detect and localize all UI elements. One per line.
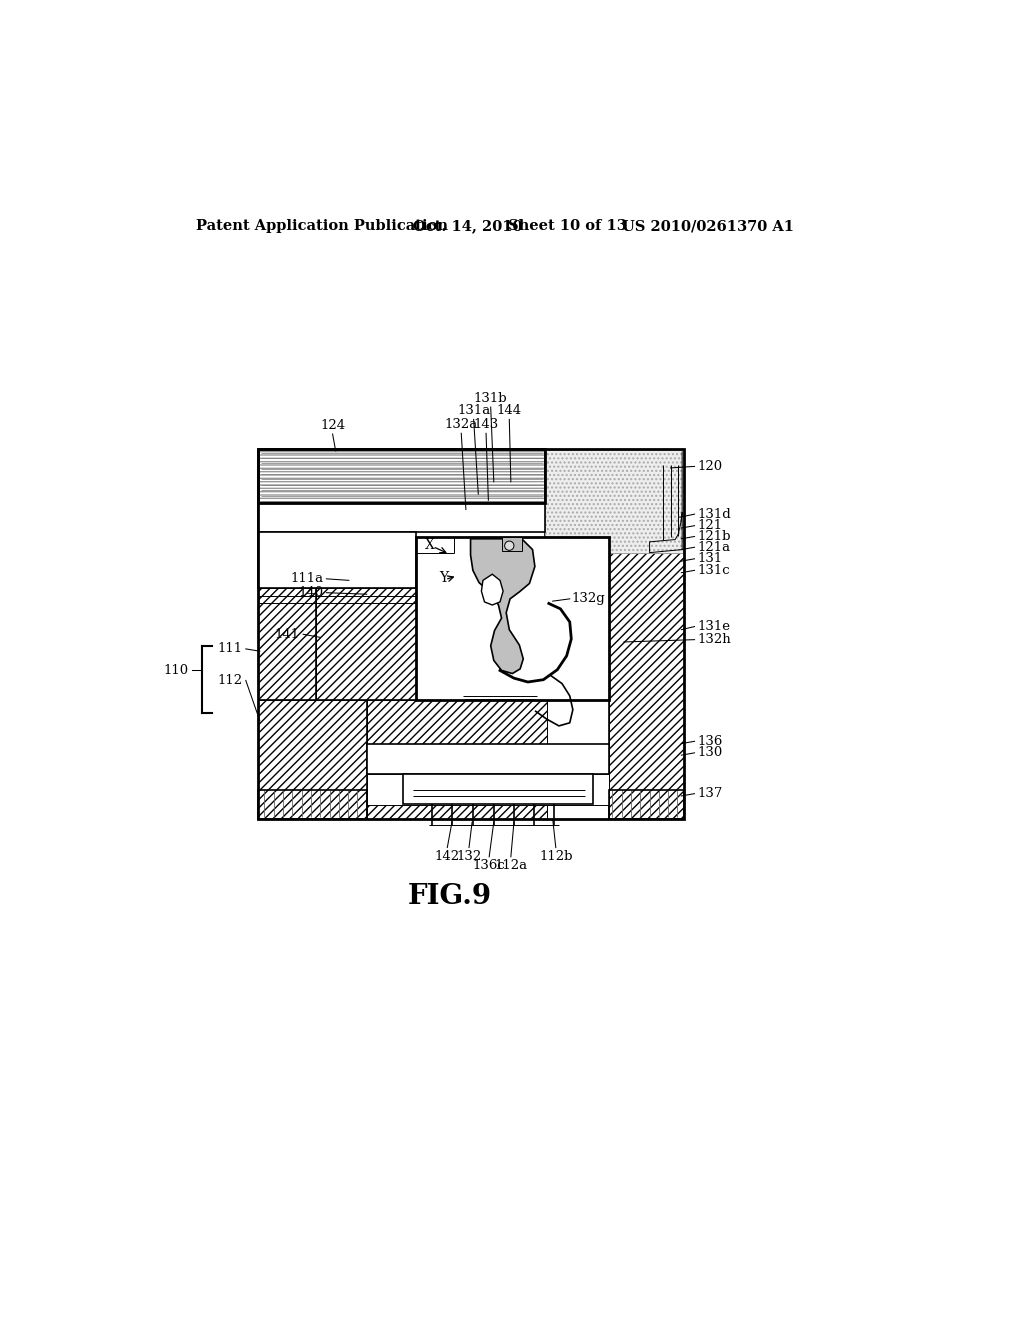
Text: 144: 144 <box>497 404 522 417</box>
Text: FIG.9: FIG.9 <box>408 883 492 909</box>
Text: 112b: 112b <box>539 850 572 863</box>
Text: 121b: 121b <box>697 529 731 543</box>
Text: 131e: 131e <box>697 620 731 634</box>
Text: 132: 132 <box>457 850 481 863</box>
Text: Oct. 14, 2010: Oct. 14, 2010 <box>414 219 522 234</box>
Text: 121a: 121a <box>697 541 731 554</box>
Text: 136c: 136c <box>473 859 506 873</box>
Text: 120: 120 <box>697 459 723 473</box>
Text: Patent Application Publication: Patent Application Publication <box>197 219 449 234</box>
Bar <box>367 775 608 805</box>
Text: 143: 143 <box>473 418 499 430</box>
Text: 124: 124 <box>321 418 345 432</box>
Bar <box>258 503 545 532</box>
Text: 112a: 112a <box>495 859 527 873</box>
Bar <box>417 537 608 700</box>
Text: 131a: 131a <box>457 404 490 417</box>
Bar <box>258 700 367 818</box>
Text: 130: 130 <box>697 746 723 759</box>
Bar <box>258 532 417 589</box>
Text: 110: 110 <box>163 664 188 677</box>
Bar <box>608 553 684 818</box>
Text: 136: 136 <box>697 735 723 748</box>
Bar <box>258 449 684 818</box>
Bar <box>258 449 684 818</box>
Text: 131b: 131b <box>474 392 508 405</box>
Text: US 2010/0261370 A1: US 2010/0261370 A1 <box>623 219 795 234</box>
Text: 111a: 111a <box>290 573 324 585</box>
Circle shape <box>505 541 514 550</box>
Bar <box>502 537 521 552</box>
Text: 112: 112 <box>217 675 243 686</box>
Bar <box>367 743 608 775</box>
Bar <box>367 700 547 818</box>
Text: 140: 140 <box>298 586 324 599</box>
Text: 132g: 132g <box>571 593 605 606</box>
Text: 142: 142 <box>435 850 460 863</box>
Bar <box>258 586 315 700</box>
Text: 121: 121 <box>697 519 723 532</box>
Text: 132h: 132h <box>697 634 731 647</box>
Bar <box>315 586 417 700</box>
Bar <box>608 789 684 818</box>
Text: X: X <box>425 539 435 552</box>
Polygon shape <box>481 574 503 605</box>
Text: Y: Y <box>439 572 447 585</box>
Text: Sheet 10 of 13: Sheet 10 of 13 <box>508 219 627 234</box>
Text: 131c: 131c <box>697 564 730 577</box>
Text: 111: 111 <box>217 643 243 656</box>
Text: 141: 141 <box>274 628 300 640</box>
Bar <box>258 450 545 503</box>
Polygon shape <box>545 449 684 558</box>
Polygon shape <box>471 539 535 673</box>
Bar <box>403 775 593 804</box>
Text: 137: 137 <box>697 787 723 800</box>
Bar <box>545 450 684 553</box>
Bar <box>258 450 545 503</box>
Text: 131: 131 <box>697 552 723 565</box>
Text: 131d: 131d <box>697 508 731 520</box>
Text: 132a: 132a <box>444 418 478 430</box>
Bar <box>258 789 367 818</box>
